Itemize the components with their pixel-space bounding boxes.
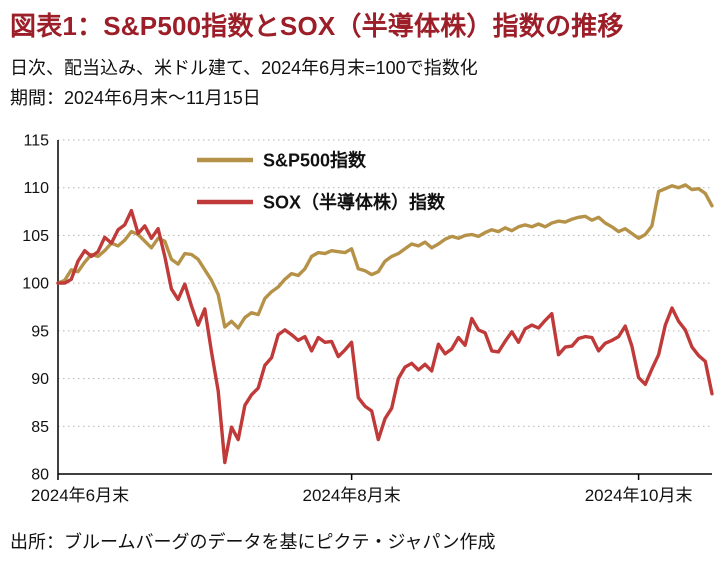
line-chart: 80 85 90 95 100 105 110 115 2024年6月末 2024年8月末 2024… [22, 133, 714, 505]
y-axis-label: 90 [31, 371, 49, 388]
chart-subtitle-line2: 期間：2024年6月末～11月15日 [10, 88, 261, 109]
y-axis-label: 95 [31, 324, 49, 341]
y-axis-label: 100 [22, 276, 49, 293]
sox-legend-label: SOX（半導体株）指数 [263, 192, 446, 213]
y-axis-label: 80 [31, 467, 49, 484]
x-axis-label: 2024年8月末 [302, 486, 400, 505]
chart-subtitle-line1: 日次、配当込み、米ドル建て、2024年6月末=100で指数化 [10, 57, 478, 78]
y-axis-label: 85 [31, 419, 49, 436]
y-axis-label: 105 [22, 228, 49, 245]
x-axis-label: 2024年10月末 [585, 486, 693, 505]
sp500-legend-label: S&P500指数 [263, 150, 367, 171]
sp500-line [56, 183, 714, 331]
legend: S&P500指数 SOX（半導体株）指数 [197, 150, 446, 213]
x-axis-label: 2024年6月末 [31, 486, 129, 505]
y-axis-label: 110 [23, 181, 49, 198]
source-note: 出所：ブルームバーグのデータを基にピクテ・ジャパン作成 [10, 532, 496, 553]
sox-line [56, 209, 714, 465]
y-axis-label: 115 [23, 133, 49, 150]
page-title: 図表1：S&P500指数とSOX（半導体株）指数の推移 [10, 11, 624, 41]
